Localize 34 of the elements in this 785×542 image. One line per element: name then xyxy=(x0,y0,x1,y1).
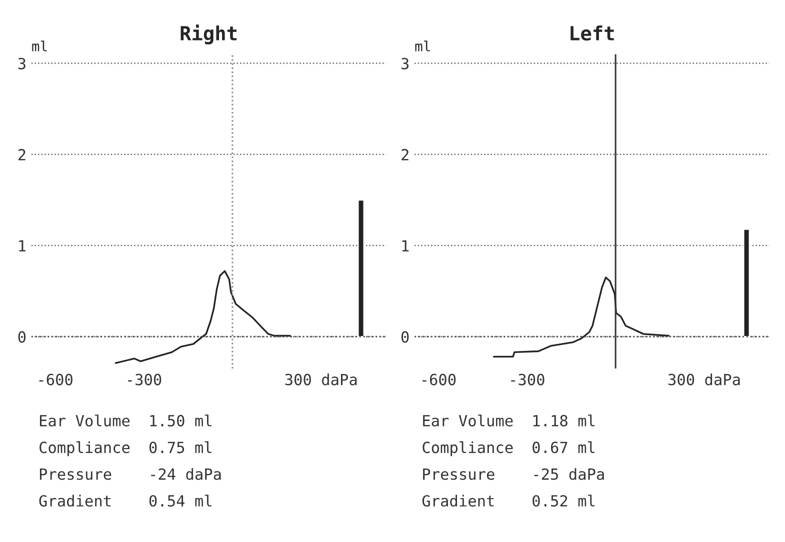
y-tick-label: 3 xyxy=(18,58,26,70)
x-tick-label: 300 daPa xyxy=(285,374,357,386)
text: 0.75 ml xyxy=(149,441,212,454)
y-tick-label: 1 xyxy=(402,240,409,252)
y-axis-title: ml xyxy=(32,40,47,52)
text: -24 daPa xyxy=(151,468,221,480)
text: 0.67 ml xyxy=(532,441,595,454)
x-tick-label: -600 xyxy=(39,374,72,386)
x-tick-label: -600 xyxy=(422,374,456,386)
text: Pressure xyxy=(40,468,112,480)
text: 0.52 ml xyxy=(532,494,595,507)
chart-title: Right xyxy=(180,24,237,44)
chart-title: Left xyxy=(570,26,614,41)
x-tick-label: 300 daPa xyxy=(668,374,740,386)
text: Compliance xyxy=(40,441,130,456)
text: 1.50 ml xyxy=(150,414,212,426)
y-tick-label: 2 xyxy=(18,148,26,160)
text: 0.54 ml xyxy=(149,494,212,507)
text: Compliance xyxy=(422,441,513,456)
y-tick-label: 2 xyxy=(402,148,408,160)
text: Ear Volume xyxy=(423,414,513,426)
y-tick-label: 1 xyxy=(19,240,26,252)
y-tick-label: 0 xyxy=(401,331,409,343)
y-tick-label: 0 xyxy=(18,331,26,343)
text: Ear Volume xyxy=(40,414,130,426)
text: Gradient xyxy=(39,494,111,507)
text: 1.18 ml xyxy=(533,414,595,426)
x-tick-label: -300 xyxy=(128,374,162,386)
text: -25 daPa xyxy=(534,468,604,480)
y-axis-title: ml xyxy=(415,40,430,52)
y-tick-label: 3 xyxy=(402,58,409,70)
text: Gradient xyxy=(422,494,494,507)
text: Pressure xyxy=(423,468,494,480)
x-tick-label: -300 xyxy=(511,374,544,386)
